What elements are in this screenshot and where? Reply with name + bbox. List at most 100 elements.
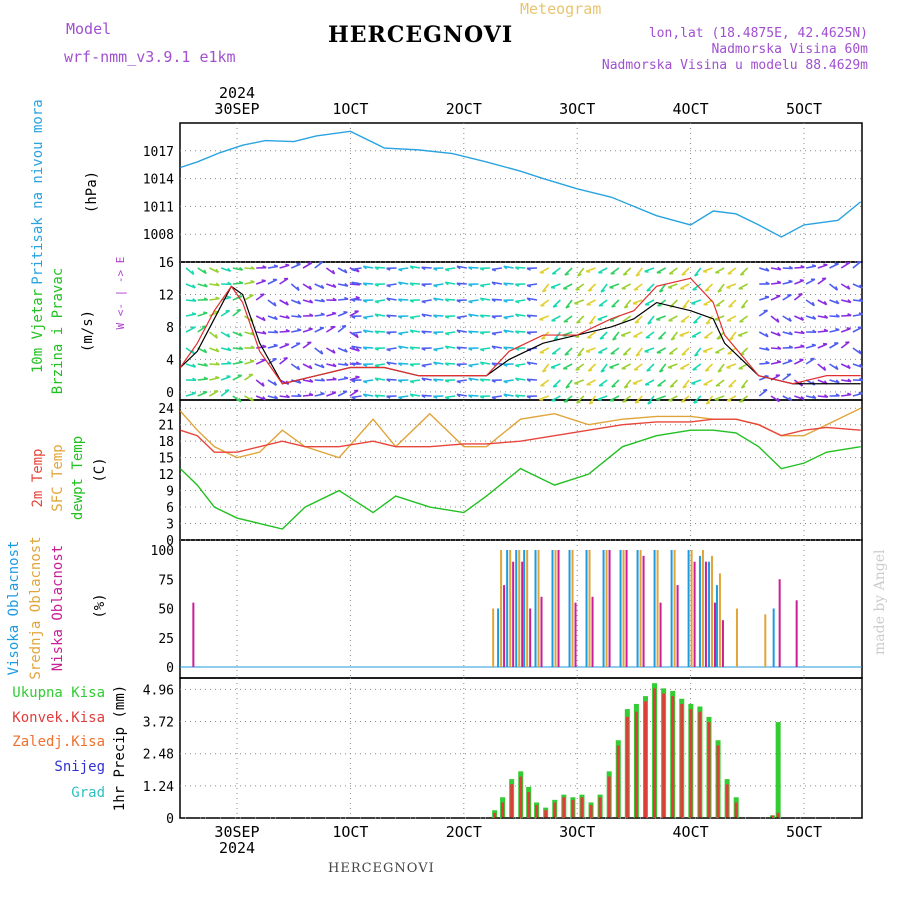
- wind-arrow-head: [491, 396, 497, 400]
- cloud-bar-low: [503, 585, 506, 667]
- wind-arrow-head: [526, 331, 531, 335]
- label-precip-0: Ukupna Kisa: [12, 685, 105, 701]
- wind-arrow-head: [355, 296, 360, 299]
- wind-arrow-head: [397, 298, 403, 303]
- wind-arrow-head: [386, 331, 391, 335]
- wind-arrow-head: [788, 331, 793, 336]
- wind-arrow-head: [646, 369, 651, 372]
- wind-arrow-head: [433, 297, 438, 302]
- cloud-bar-mid: [492, 608, 495, 667]
- wind-arrow-head: [226, 375, 231, 378]
- wind-arrow-head: [374, 300, 380, 304]
- wind-arrow-head: [514, 394, 520, 399]
- time-tick-bottom: 30SEP: [214, 823, 259, 841]
- model-name: wrf-nmm_v3.9.1 e1km: [64, 48, 236, 66]
- wind-arrow-head: [227, 281, 232, 286]
- wind-arrow-head: [503, 380, 508, 384]
- wind-arrow-head: [740, 273, 745, 276]
- wind-arrow-head: [765, 333, 769, 338]
- wind-arrow-head: [788, 396, 793, 401]
- wind-arrow-head: [577, 273, 582, 277]
- wind-arrow-head: [192, 284, 196, 289]
- wind-arrow-head: [362, 282, 368, 287]
- wind-arrow-head: [215, 296, 220, 300]
- precip-total-bar: [775, 722, 781, 818]
- wind-arrow-head: [421, 266, 426, 271]
- wind-arrow-head: [409, 363, 414, 367]
- wind-arrow-head: [332, 363, 337, 368]
- wind-arrow-head: [332, 349, 336, 354]
- wind-arrow-head: [491, 281, 496, 286]
- label-pressure-unit: (hPa): [84, 171, 100, 213]
- precip-conv-bar: [725, 784, 729, 818]
- cloud-bar-low: [714, 602, 717, 667]
- wind-arrow-head: [588, 289, 593, 292]
- wind-arrow-head: [503, 329, 508, 334]
- wind-arrow-head: [320, 284, 325, 289]
- wind-arrow-head: [285, 301, 289, 306]
- wind-arrow-head: [609, 366, 614, 369]
- wind-arrow-head: [811, 343, 816, 347]
- wind-arrow-head: [250, 280, 255, 283]
- wind-arrow-head: [456, 363, 461, 367]
- cloud-bar-mid: [509, 550, 512, 667]
- wind-arrow-head: [542, 289, 547, 293]
- cloud-bar-low: [192, 602, 195, 667]
- wind-arrow-head: [386, 267, 391, 271]
- y-tick-label: 1.24: [143, 780, 174, 795]
- wind-arrow-head: [250, 265, 255, 270]
- y-tick-label: 6: [166, 501, 174, 516]
- y-tick-label: 1011: [143, 200, 174, 215]
- wind-arrow-head: [308, 327, 313, 330]
- wind-arrow-head: [576, 401, 581, 404]
- wind-arrow-head: [788, 359, 793, 362]
- pressure-line: [180, 130, 862, 238]
- wind-arrow-head: [468, 347, 473, 351]
- wind-arrow-head: [835, 379, 840, 384]
- precip-conv-bar: [580, 797, 584, 818]
- cloud-bar-high: [670, 550, 673, 667]
- wind-arrow-head: [515, 364, 520, 368]
- wind-arrow-head: [514, 330, 520, 335]
- wind-arrow-head: [343, 376, 349, 380]
- label-precip-4: Grad: [71, 785, 105, 801]
- wind-arrow-head: [514, 313, 520, 318]
- cloud-bar-low: [574, 602, 577, 667]
- wind-arrow-head: [835, 286, 839, 291]
- wind-arrow-head: [468, 300, 473, 304]
- precip-conv-bar: [501, 802, 505, 818]
- wind-arrow-head: [765, 360, 770, 364]
- cloud-bar-low: [540, 596, 543, 667]
- wind-arrow-head: [552, 305, 558, 308]
- cloud-bar-mid: [690, 550, 693, 667]
- wind-arrow-head: [659, 369, 664, 373]
- wind-arrow-head: [308, 392, 314, 396]
- wind-arrow-head: [798, 293, 803, 296]
- precip-conv-bar: [607, 776, 611, 818]
- wind-arrow-head: [191, 312, 197, 315]
- wind-arrow-head: [514, 266, 520, 271]
- precip-conv-bar: [535, 805, 539, 818]
- wind-arrow-head: [397, 362, 403, 367]
- wind-arrow-head: [691, 382, 696, 385]
- y-tick-label: 18: [158, 435, 174, 450]
- wind-arrow-head: [621, 334, 626, 337]
- wind-arrow-head: [262, 344, 267, 348]
- precip-conv-bar: [634, 711, 638, 818]
- wind-arrow-head: [309, 378, 314, 383]
- precip-conv-bar: [707, 722, 711, 818]
- wind-arrow-head: [320, 364, 325, 369]
- y-tick-label: 100: [151, 544, 174, 559]
- wind-arrow-head: [274, 329, 279, 334]
- wind-arrow-head: [332, 269, 336, 275]
- wind-arrow-head: [622, 400, 627, 403]
- y-tick-label: 2.48: [143, 748, 174, 763]
- wind-arrow-head: [600, 289, 606, 293]
- wind-arrow-head: [351, 345, 356, 350]
- wind-arrow-head: [351, 379, 356, 383]
- wind-arrow-head: [351, 315, 356, 319]
- wind-arrow-head: [727, 272, 732, 275]
- elevation: Nadmorska Visina 60m: [711, 42, 868, 57]
- wind-arrow-head: [203, 269, 207, 274]
- wind-arrow-head: [577, 353, 582, 357]
